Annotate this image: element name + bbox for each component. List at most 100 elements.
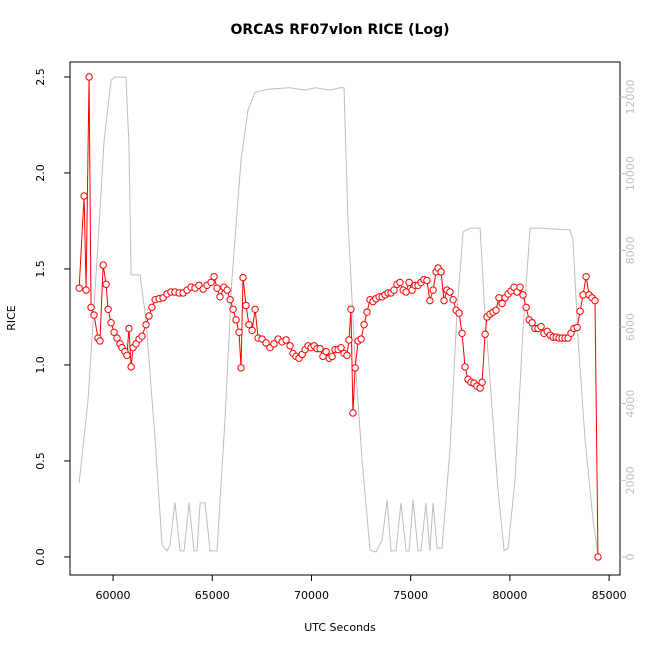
point [349, 409, 357, 417]
point [461, 363, 469, 371]
y2-tick-label: 12000 [624, 79, 637, 114]
point [251, 305, 259, 313]
point [591, 296, 599, 305]
point [270, 340, 278, 348]
point [582, 272, 590, 281]
point [90, 311, 98, 319]
point [516, 283, 524, 291]
y2-tick-label: 4000 [624, 390, 637, 418]
point [232, 316, 240, 324]
point [142, 320, 150, 329]
point [423, 276, 431, 285]
point [522, 303, 530, 312]
point [286, 342, 294, 350]
point [498, 299, 506, 308]
y2-tick-label: 0 [624, 553, 637, 560]
point [248, 326, 256, 335]
point [396, 278, 404, 287]
point [80, 192, 88, 200]
x-tick-label: 75000 [393, 589, 428, 602]
point [537, 322, 545, 331]
point [360, 320, 368, 329]
y-tick-label: 0.5 [34, 452, 47, 470]
y-tick-label: 2.0 [34, 164, 47, 182]
point [110, 328, 118, 337]
point [458, 329, 466, 337]
point [426, 296, 434, 305]
point [343, 351, 351, 360]
point [594, 553, 602, 561]
x-tick-label: 85000 [592, 589, 627, 602]
point [337, 343, 345, 352]
point [519, 291, 527, 299]
point [363, 308, 371, 316]
point [579, 291, 587, 299]
point [437, 268, 445, 276]
point [282, 336, 290, 344]
point [357, 335, 365, 343]
point [85, 73, 93, 81]
series-line [78, 76, 599, 556]
point [316, 344, 324, 353]
point [481, 330, 489, 338]
point [402, 288, 410, 296]
point [446, 288, 454, 296]
point [237, 364, 245, 372]
point [75, 284, 83, 292]
point [262, 339, 270, 347]
x-tick-label: 65000 [195, 589, 230, 602]
point [223, 286, 231, 294]
point [99, 261, 107, 269]
x-tick-label: 60000 [96, 589, 131, 602]
point [213, 284, 221, 292]
y-tick-label: 0.0 [34, 548, 47, 566]
point [449, 295, 457, 304]
point [113, 334, 121, 342]
x-tick-label: 80000 [492, 589, 527, 602]
y-axis-label: RICE [5, 305, 18, 331]
point [82, 286, 90, 294]
point [229, 305, 237, 313]
y2-tick-label: 10000 [624, 156, 637, 191]
y2-tick-label: 8000 [624, 236, 637, 264]
point [478, 378, 486, 386]
point [104, 305, 112, 313]
point [528, 319, 536, 327]
point [123, 351, 131, 360]
point [576, 307, 584, 315]
chart-title: ORCAS RF07vlon RICE (Log) [230, 22, 449, 38]
point [322, 347, 330, 356]
point [235, 328, 243, 337]
point [127, 363, 135, 371]
point [102, 280, 110, 289]
point [429, 286, 437, 294]
point [390, 286, 398, 294]
y2-tick-label: 6000 [624, 313, 637, 341]
point [145, 312, 153, 320]
point [245, 320, 253, 329]
point [347, 305, 355, 313]
point [239, 273, 247, 282]
point [440, 296, 448, 305]
point [96, 337, 104, 345]
point [107, 319, 115, 327]
point [138, 332, 146, 340]
point [328, 352, 336, 361]
point [216, 293, 224, 301]
y-tick-label: 1.5 [34, 260, 47, 278]
point [148, 303, 156, 312]
point [87, 303, 95, 312]
y-tick-label: 1.0 [34, 356, 47, 374]
point [345, 336, 353, 344]
point [573, 323, 581, 332]
point [492, 306, 500, 314]
x-tick-label: 70000 [294, 589, 329, 602]
y-tick-label: 2.5 [34, 68, 47, 86]
point [405, 278, 413, 287]
point [125, 324, 133, 333]
point [207, 278, 215, 287]
point [455, 309, 463, 317]
x-axis-label: UTC Seconds [304, 621, 376, 634]
